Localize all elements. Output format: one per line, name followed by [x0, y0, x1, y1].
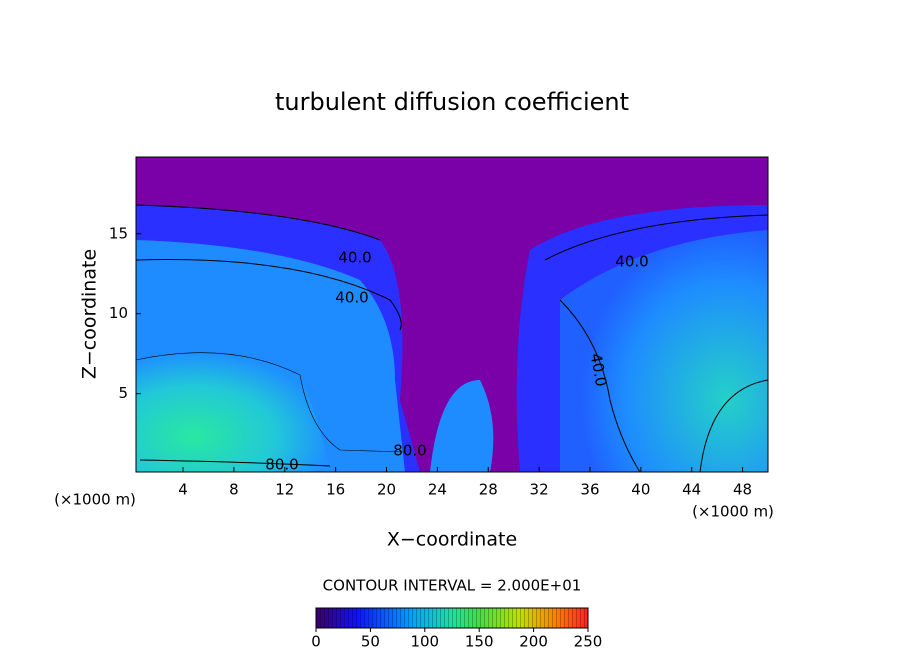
colorbar-tick-label: 150: [465, 633, 494, 651]
contour-field: [136, 157, 768, 472]
x-tick-label: 8: [229, 481, 239, 499]
colorbar-tick-label: 100: [410, 633, 439, 651]
x-tick-label: 28: [479, 481, 498, 499]
contour-interval: CONTOUR INTERVAL = 2.000E+01: [323, 577, 582, 595]
x-tick-label: 48: [733, 481, 752, 499]
colorbar-stripes: [316, 608, 588, 628]
x-unit: (×1000 m): [692, 503, 774, 521]
x-tick-label: 36: [580, 481, 599, 499]
x-tick-label: 32: [530, 481, 549, 499]
x-tick-label: 44: [682, 481, 701, 499]
contour-label: 40.0: [615, 253, 648, 271]
contour-label: 40.0: [335, 289, 368, 307]
contour-label: 80.0: [393, 442, 426, 460]
x-unit: (×1000 m): [54, 491, 136, 509]
contour-label: 80.0: [265, 456, 298, 474]
x-tick-label: 40: [631, 481, 650, 499]
x-tick-label: 4: [178, 481, 188, 499]
colorbar-tick-label: 0: [311, 633, 321, 651]
x-tick-label: 16: [326, 481, 345, 499]
x-axis-label: X−coordinate: [387, 529, 517, 551]
y-tick-label: 15: [109, 224, 128, 242]
contour-label: 40.0: [338, 249, 371, 267]
y-tick-label: 10: [109, 304, 128, 322]
colorbar-tick-label: 50: [361, 633, 380, 651]
plot-frame: [135, 156, 769, 473]
x-tick-label: 20: [377, 481, 396, 499]
y-axis-label: Z−coordinate: [79, 249, 101, 379]
x-tick-label: 24: [428, 481, 447, 499]
colorbar-tick-label: 200: [519, 633, 548, 651]
colorbar-tick-label: 250: [574, 633, 603, 651]
contour-label: 40.0: [587, 352, 611, 388]
colorbar-frame: [315, 607, 589, 629]
x-tick-label: 12: [275, 481, 294, 499]
chart-title: turbulent diffusion coefficient: [275, 88, 629, 116]
y-tick-label: 5: [118, 384, 128, 402]
